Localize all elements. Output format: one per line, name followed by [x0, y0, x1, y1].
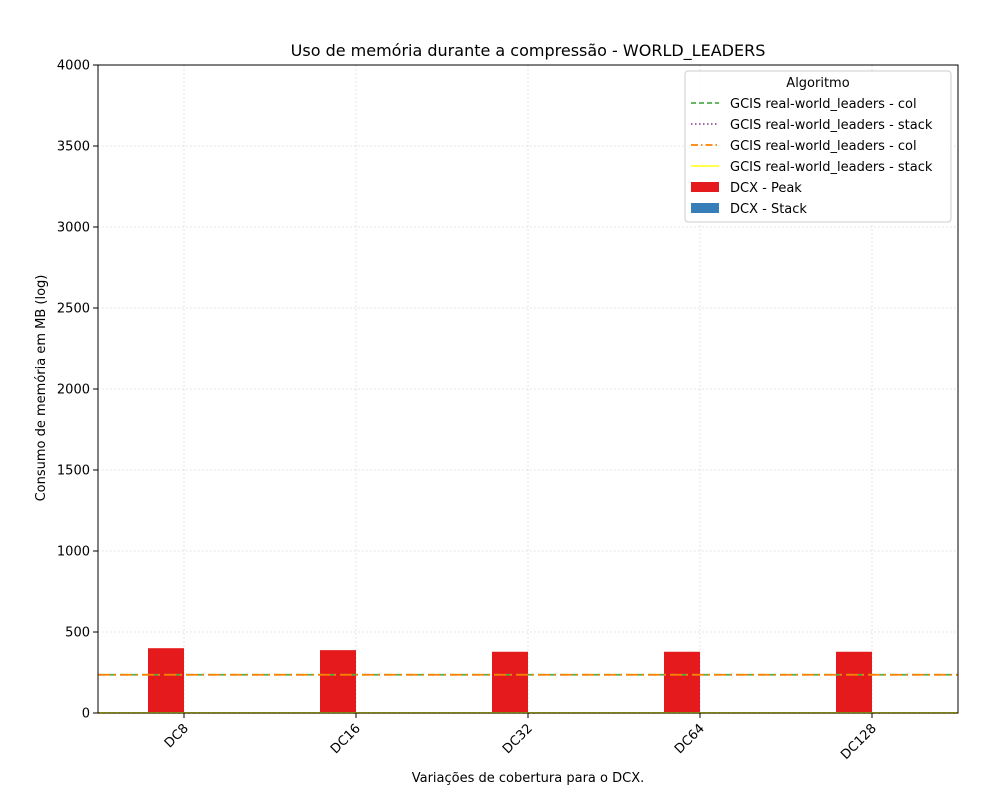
bar-peak-dc8: [148, 648, 184, 713]
y-tick-label: 4000: [57, 59, 90, 74]
legend-entries: GCIS real-world_leaders - col GCIS real-w…: [691, 97, 933, 217]
y-tick-label: 1500: [57, 464, 90, 479]
bar-peak-dc32: [492, 651, 528, 713]
y-tick-label: 3000: [57, 221, 90, 236]
legend-label: DCX - Peak: [730, 181, 802, 196]
legend-title: Algoritmo: [786, 76, 849, 91]
legend-box: [684, 70, 952, 223]
legend: Algoritmo GCIS real-world_leaders - colG…: [684, 70, 952, 223]
legend-label: DCX - Stack: [730, 202, 807, 217]
x-tick-label: DC128: [838, 721, 880, 763]
y-tick-label: 3500: [57, 140, 90, 155]
y-tick-label: 2500: [57, 302, 90, 317]
legend-bar-swatch: [691, 203, 719, 213]
legend-label: GCIS real-world_leaders - col: [730, 139, 917, 154]
y-tick-label: 0: [82, 707, 90, 722]
y-axis-label: Consumo de memória em MB (log): [34, 275, 49, 502]
bar-peak-dc128: [836, 651, 872, 713]
x-tick-label: DC64: [672, 721, 708, 757]
x-tick-label: DC32: [500, 721, 536, 757]
chart-title: Uso de memória durante a compressão - WO…: [291, 41, 766, 61]
legend-label: GCIS real-world_leaders - stack: [730, 160, 933, 175]
x-tick-label: DC8: [162, 721, 192, 751]
legend-label: GCIS real-world_leaders - col: [730, 97, 917, 112]
bar-peak-dc64: [664, 651, 700, 713]
y-tick-label: 500: [65, 626, 90, 641]
bar-peak-dc16: [320, 650, 356, 713]
y-tick-label: 2000: [57, 383, 90, 398]
y-tick-label: 1000: [57, 545, 90, 560]
legend-label: GCIS real-world_leaders - stack: [730, 118, 933, 133]
x-tick-label: DC16: [328, 721, 364, 757]
y-axis: 0 500 1000 1500 2000 2500 3000 3500 4000: [57, 59, 98, 722]
x-axis: DC8 DC16 DC32 DC64 DC128: [162, 713, 880, 763]
bars: [148, 648, 872, 713]
legend-bar-swatch: [691, 182, 719, 192]
x-axis-label: Variações de cobertura para o DCX.: [412, 771, 645, 786]
